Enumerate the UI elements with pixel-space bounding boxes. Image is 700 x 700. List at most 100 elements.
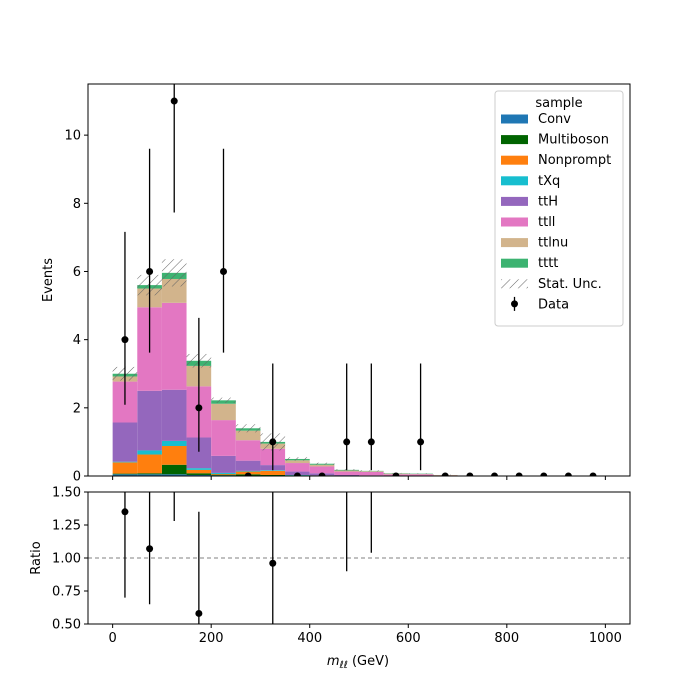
ratio-ytick-label-1: 0.75 [52, 585, 81, 600]
legend-swatch-stat-unc [501, 279, 528, 289]
ratio-xtick-label-800: 800 [494, 631, 519, 646]
data-point-6 [269, 438, 277, 446]
main-ytick-label-0: 0 [73, 470, 81, 485]
x-axis-label: mℓℓ (GeV) [327, 654, 389, 671]
stat-unc-band-2 [161, 259, 187, 287]
bar-tth-0 [112, 422, 138, 462]
ratio-point-6 [343, 27, 350, 34]
bar-ttlnu-9 [334, 470, 359, 472]
x-axis-label-unit: (GeV) [348, 654, 389, 669]
ratio-xtick-label-600: 600 [396, 631, 421, 646]
bar-multiboson-6 [260, 474, 286, 476]
bar-nonprompt-6 [260, 470, 286, 475]
legend-swatch-tttt [501, 258, 528, 268]
ratio-y-axis-label: Ratio [29, 541, 44, 574]
legend-swatch-ttlnu [501, 238, 528, 248]
bar-txq-1 [137, 450, 162, 455]
data-point-12 [417, 438, 425, 446]
data-point-4 [220, 267, 227, 275]
bar-ttll-10 [359, 471, 384, 476]
bar-ttlnu-5 [235, 430, 261, 441]
bar-multiboson-2 [161, 464, 187, 475]
ratio-y-ticks: 0.50 0.75 1.00 1.25 1.50 [52, 486, 88, 633]
bar-ttll-2 [161, 302, 187, 390]
legend-label-conv: Conv [538, 112, 571, 127]
bar-txq-6 [260, 470, 286, 471]
ratio-point-1 [146, 545, 154, 553]
bar-conv-0 [112, 474, 138, 476]
bar-ttll-12 [408, 474, 433, 476]
main-ytick-label-4: 4 [73, 333, 81, 348]
ratio-points [121, 27, 372, 624]
main-ytick-label-8: 8 [73, 197, 81, 212]
ratio-point-3 [195, 609, 203, 617]
main-ytick-label-2: 2 [73, 401, 81, 416]
bar-multiboson-4 [211, 474, 236, 476]
data-point-19 [589, 472, 597, 476]
data-point-2 [170, 97, 178, 105]
bar-ttlnu-8 [309, 464, 335, 467]
ratio-ytick-label-0: 0.50 [52, 618, 81, 633]
main-ytick-label-10: 10 [64, 129, 81, 144]
bar-tth-5 [235, 460, 261, 471]
bar-tth-1 [137, 390, 162, 451]
legend-label-data: Data [538, 297, 569, 312]
bar-nonprompt-2 [161, 446, 187, 465]
data-point-7 [293, 472, 301, 476]
ratio-point-0 [121, 508, 129, 516]
bar-txq-4 [211, 472, 236, 474]
legend-swatch-ttll [501, 217, 528, 227]
bar-ttll-5 [235, 440, 261, 461]
data-point-13 [441, 472, 449, 476]
bar-conv-1 [137, 474, 162, 476]
ratio-x-ticks: 0 200 400 600 800 1000 [108, 624, 622, 646]
bar-txq-3 [186, 468, 212, 470]
x-axis-label-m: m [327, 654, 340, 669]
main-x-ticks [112, 476, 606, 480]
stat-unc-band-4 [211, 397, 236, 404]
ratio-axes-frame [87, 491, 631, 625]
bar-multiboson-0 [112, 473, 138, 475]
main-y-axis-label: Events [41, 258, 56, 302]
bar-nonprompt-0 [112, 462, 138, 474]
legend-label-stat-unc: Stat. Unc. [538, 277, 602, 292]
legend-label-ttlnu: ttlnu [538, 236, 568, 251]
legend-swatch-nonprompt [501, 155, 528, 165]
legend-swatch-txq [501, 176, 528, 186]
bar-nonprompt-4 [211, 473, 236, 475]
data-points [121, 84, 597, 476]
data-point-16 [515, 472, 523, 476]
bar-tth-2 [161, 389, 187, 441]
bar-nonprompt-1 [137, 454, 162, 474]
ratio-panel: 0.50 0.75 1.00 1.25 1.50 0 200 400 600 800 1000 R… [29, 27, 631, 646]
stat-unc-band-7 [285, 457, 310, 461]
bar-ttlnu-4 [211, 403, 236, 421]
main-ytick-label-6: 6 [73, 265, 81, 280]
stat-unc-band-10 [359, 470, 384, 472]
data-point-17 [540, 472, 548, 476]
legend-title: sample [535, 96, 582, 111]
bar-txq-2 [161, 440, 187, 447]
legend-label-multiboson: Multiboson [538, 133, 609, 148]
bar-conv-2 [161, 474, 187, 476]
main-y-ticks: 0 2 4 6 8 10 [64, 129, 88, 485]
stacked-bars [112, 272, 483, 476]
data-point-8 [318, 472, 326, 476]
legend-label-tttt: tttt [538, 256, 558, 271]
stat-unc-band-5 [235, 424, 261, 433]
data-point-11 [392, 472, 400, 476]
bar-ttll-4 [211, 420, 236, 456]
x-axis-label-sub: ℓℓ [340, 660, 348, 671]
bar-tth-9 [334, 474, 359, 476]
bar-txq-0 [112, 461, 138, 463]
ratio-xtick-label-400: 400 [297, 631, 322, 646]
bar-ttll-7 [285, 463, 310, 472]
legend-swatch-tth [501, 196, 528, 206]
ratio-point-5 [269, 559, 277, 567]
bar-ttlnu-7 [285, 460, 310, 464]
legend-label-ttll: ttll [538, 215, 555, 230]
legend-label-tth: ttH [538, 194, 558, 209]
legend-swatch-multiboson [501, 135, 528, 145]
